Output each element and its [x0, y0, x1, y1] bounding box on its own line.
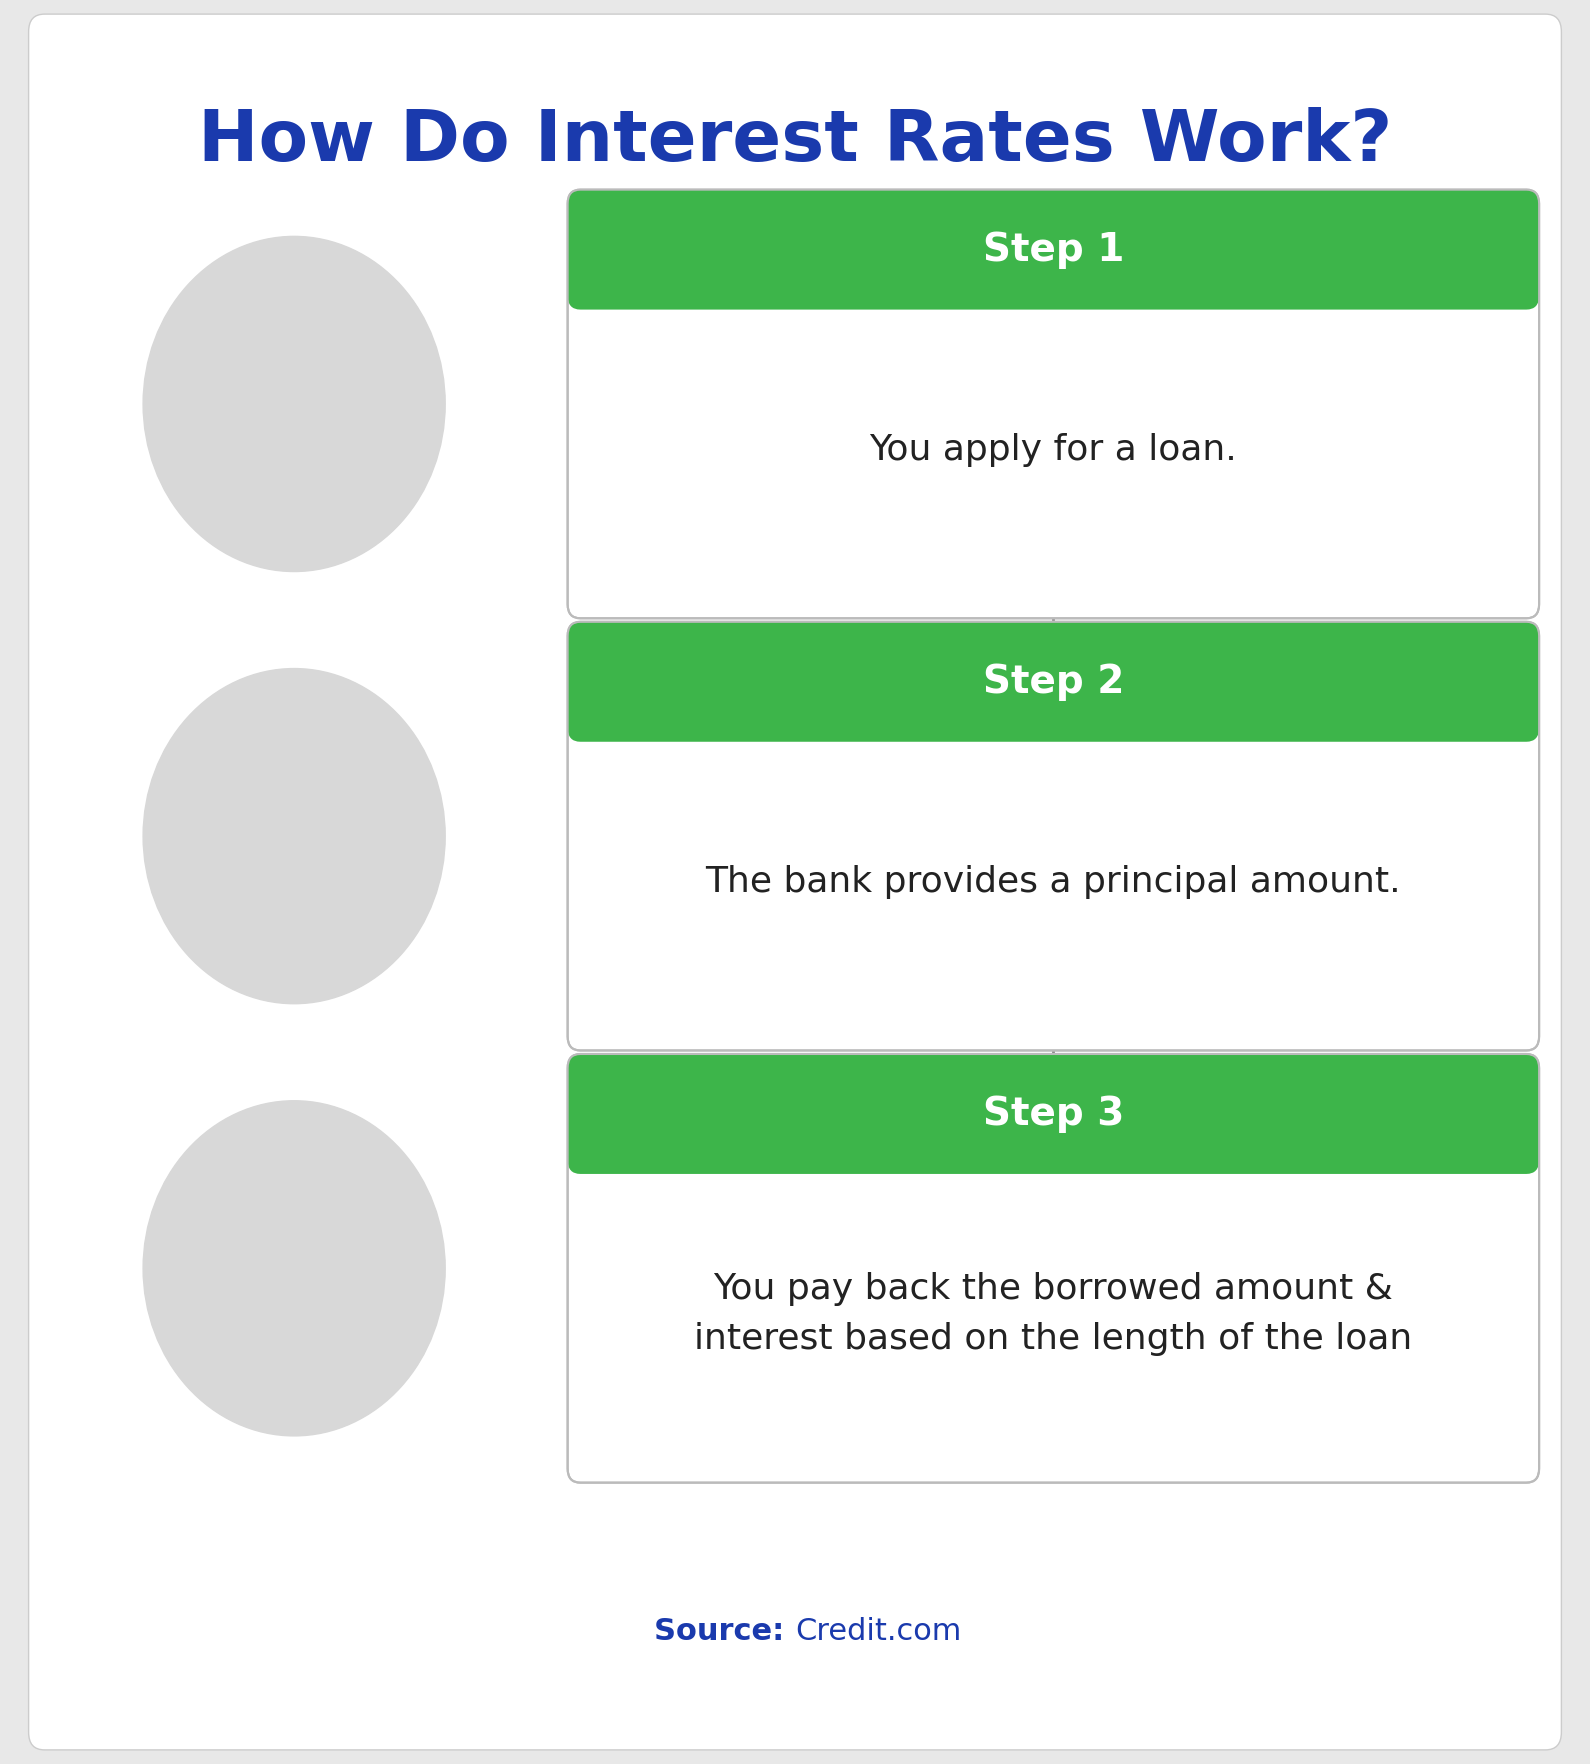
Text: Step 1: Step 1 — [983, 231, 1124, 268]
Bar — [580, 1118, 1526, 1161]
Text: How Do Interest Rates Work?: How Do Interest Rates Work? — [197, 106, 1393, 176]
Circle shape — [143, 236, 445, 572]
FancyBboxPatch shape — [29, 14, 1561, 1750]
Text: You apply for a loan.: You apply for a loan. — [870, 432, 1237, 467]
FancyBboxPatch shape — [568, 621, 1539, 1051]
FancyBboxPatch shape — [568, 189, 1539, 309]
Text: The bank provides a principal amount.: The bank provides a principal amount. — [706, 864, 1401, 900]
Circle shape — [143, 1101, 445, 1436]
Text: Source:: Source: — [653, 1618, 795, 1646]
FancyBboxPatch shape — [568, 189, 1539, 619]
Circle shape — [143, 669, 445, 1004]
Bar — [580, 686, 1526, 727]
Text: You pay back the borrowed amount &
interest based on the length of the loan: You pay back the borrowed amount & inter… — [695, 1272, 1412, 1357]
Text: Step 3: Step 3 — [983, 1095, 1124, 1132]
FancyBboxPatch shape — [568, 623, 1539, 741]
FancyBboxPatch shape — [568, 1053, 1539, 1175]
Text: Credit.com: Credit.com — [795, 1618, 962, 1646]
FancyBboxPatch shape — [568, 1053, 1539, 1482]
Bar — [580, 254, 1526, 295]
Text: Step 2: Step 2 — [983, 663, 1124, 700]
